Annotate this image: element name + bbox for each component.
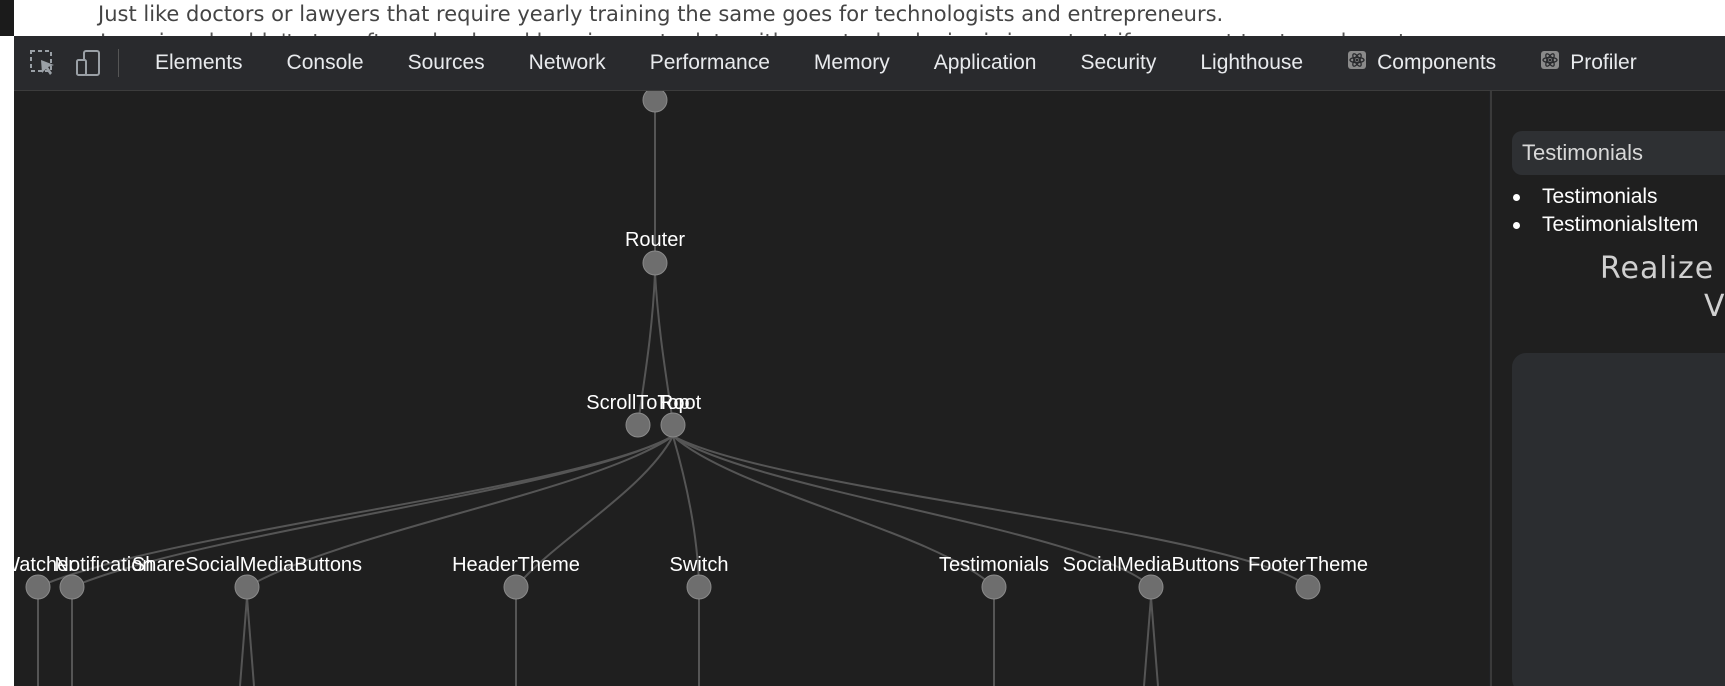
edge-socialmedia-down-2: [1150, 596, 1159, 686]
node-label-watcher: Watcher: [14, 554, 75, 576]
page-paragraph-next-line: Learning shouldn't stop after school, an…: [100, 30, 1413, 36]
component-tree-graph[interactable]: Router ScrollToTop Root Watcher Notifica…: [14, 91, 1489, 686]
graph-labels: Router ScrollToTop Root Watcher Notifica…: [14, 229, 1368, 576]
page-paragraph: Just like doctors or lawyers that requir…: [98, 2, 1224, 26]
devtools-toolbar: Elements Console Sources Network Perform…: [14, 36, 1725, 91]
node-label-notification: Notification: [55, 554, 154, 576]
devtools-panel: Elements Console Sources Network Perform…: [14, 36, 1725, 686]
graph-node[interactable]: [1295, 574, 1321, 600]
tab-label: Elements: [155, 51, 243, 74]
device-toggle-icon[interactable]: [72, 46, 106, 80]
results-list: Testimonials TestimonialsItem: [1492, 183, 1698, 239]
panel-resizer[interactable]: [1490, 91, 1492, 686]
node-label-socialmedia: SocialMediaButtons: [1063, 554, 1240, 576]
graph-node[interactable]: [59, 574, 85, 600]
tab-label: Network: [528, 51, 606, 74]
node-label-root: Root: [659, 392, 702, 414]
node-label-scrolltotop: ScrollToTop: [586, 392, 689, 414]
tab-memory[interactable]: Memory: [792, 36, 912, 90]
list-item[interactable]: TestimonialsItem: [1492, 211, 1698, 239]
graph-node[interactable]: [625, 412, 651, 438]
toolbar-separator: [118, 49, 119, 77]
edge-socialmedia-down-1: [1143, 596, 1152, 686]
tab-network[interactable]: Network: [507, 36, 628, 90]
react-icon: [1347, 50, 1367, 76]
graph-node[interactable]: [503, 574, 529, 600]
graph-node[interactable]: [981, 574, 1007, 600]
graph-node[interactable]: [25, 574, 51, 600]
preview-card: [1512, 353, 1725, 686]
tab-label: Profiler: [1570, 51, 1637, 74]
node-label-footertheme: FooterTheme: [1248, 554, 1368, 576]
edge-router-root: [654, 272, 674, 426]
tab-label: Lighthouse: [1200, 51, 1304, 74]
graph-node[interactable]: [234, 574, 260, 600]
page-content-strip: Just like doctors or lawyers that requir…: [0, 0, 1725, 36]
graph-node[interactable]: [642, 91, 668, 113]
graph-canvas: Router ScrollToTop Root Watcher Notifica…: [14, 91, 1368, 686]
tab-performance[interactable]: Performance: [628, 36, 792, 90]
sidebar-panel: Testimonials Testimonials TestimonialsIt…: [1492, 91, 1725, 686]
preview-heading: Realize: [1600, 251, 1715, 286]
react-icon: [1540, 50, 1560, 76]
tab-label: Sources: [407, 51, 485, 74]
graph-node[interactable]: [686, 574, 712, 600]
graph-nodes: [25, 91, 1321, 600]
list-item[interactable]: Testimonials: [1492, 183, 1698, 211]
edge-root-testimonials: [672, 435, 995, 588]
edge-root-notification: [71, 435, 674, 588]
tab-label: Components: [1377, 51, 1497, 74]
tab-components[interactable]: Components: [1325, 36, 1518, 90]
preview-heading-line2: V: [1704, 289, 1725, 324]
tab-label: Application: [933, 51, 1037, 74]
tab-security[interactable]: Security: [1058, 36, 1178, 90]
edge-share-down-2: [246, 596, 255, 686]
devtools-tabs: Elements Console Sources Network Perform…: [133, 36, 1659, 90]
tab-elements[interactable]: Elements: [133, 36, 265, 90]
tab-label: Security: [1080, 51, 1157, 74]
tab-label: Performance: [649, 51, 770, 74]
node-label-headertheme: HeaderTheme: [452, 554, 580, 576]
edge-root-footertheme: [672, 435, 1309, 588]
tab-console[interactable]: Console: [265, 36, 386, 90]
graph-edges: [37, 101, 1309, 686]
graph-node[interactable]: [642, 250, 668, 276]
edge-root-switch: [672, 435, 700, 588]
tab-profiler[interactable]: Profiler: [1518, 36, 1659, 90]
edge-router-scrolltotop: [637, 272, 656, 426]
search-input[interactable]: Testimonials: [1512, 131, 1725, 175]
tab-label: Memory: [813, 51, 890, 74]
tab-lighthouse[interactable]: Lighthouse: [1178, 36, 1325, 90]
graph-node[interactable]: [660, 412, 686, 438]
tab-sources[interactable]: Sources: [386, 36, 507, 90]
edge-share-down-1: [239, 596, 248, 686]
page-left-border: [0, 0, 14, 36]
edge-root-headertheme: [515, 435, 674, 588]
node-label-switch: Switch: [670, 554, 729, 576]
node-label-testimonials: Testimonials: [939, 554, 1049, 576]
node-label-router: Router: [625, 229, 685, 251]
graph-node[interactable]: [1138, 574, 1164, 600]
tab-label: Console: [286, 51, 364, 74]
edge-root-socialmedia: [672, 435, 1152, 588]
node-label-share: ShareSocialMediaButtons: [132, 554, 362, 576]
edge-root-share: [246, 435, 674, 588]
tab-application[interactable]: Application: [912, 36, 1059, 90]
inspect-element-icon[interactable]: [26, 46, 60, 80]
